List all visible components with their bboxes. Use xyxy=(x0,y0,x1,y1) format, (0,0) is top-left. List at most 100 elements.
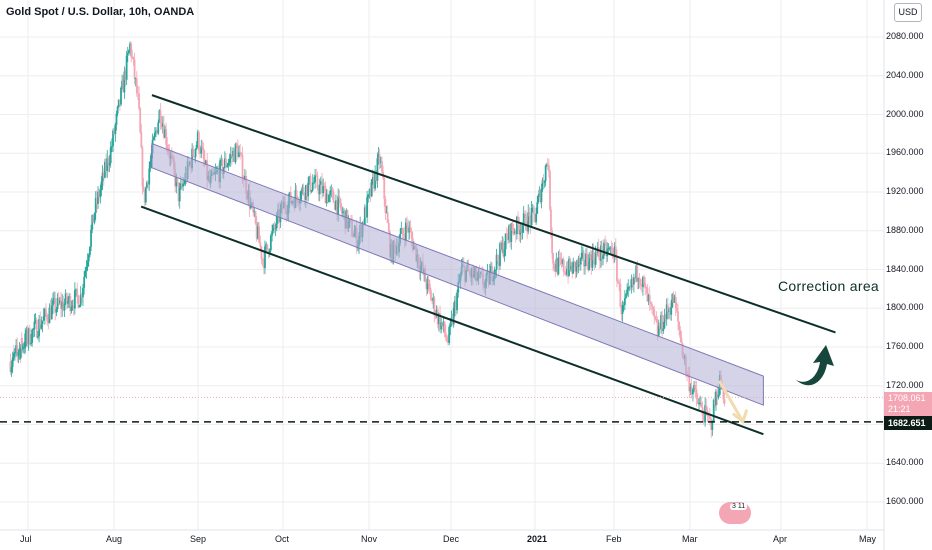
candle-body xyxy=(551,230,553,254)
candle-body xyxy=(32,329,35,330)
candle-body xyxy=(562,259,565,272)
chart-grid xyxy=(0,0,884,530)
candle-body xyxy=(585,253,587,266)
candle-body xyxy=(316,175,319,189)
candle-body xyxy=(227,162,230,166)
candle-body xyxy=(232,150,235,157)
candle-body xyxy=(602,255,604,259)
candle-body xyxy=(542,179,545,183)
candle-body xyxy=(435,309,438,316)
candle-body xyxy=(257,226,259,239)
candle-body xyxy=(300,190,303,200)
candle-body xyxy=(12,351,15,353)
x-tick-label: Aug xyxy=(106,534,123,544)
candle-body xyxy=(370,179,373,197)
candle-body xyxy=(379,161,382,163)
y-tick-label: 1600.000 xyxy=(886,496,924,506)
candle-body xyxy=(132,57,135,60)
level-price-tag: 1682.651 xyxy=(884,416,932,430)
candle-body xyxy=(592,250,595,261)
candle-body xyxy=(576,261,579,267)
candle-body xyxy=(595,252,598,254)
candle-body xyxy=(148,168,151,185)
currency-button[interactable]: USD xyxy=(894,3,922,22)
candle-body xyxy=(125,55,128,80)
candle-body xyxy=(179,183,182,189)
candle-body xyxy=(375,170,378,181)
candle-body xyxy=(535,213,538,223)
candle-body xyxy=(340,207,343,213)
candle-body xyxy=(387,223,390,232)
candle-body xyxy=(254,211,257,224)
candle-body xyxy=(439,313,441,330)
candle-body xyxy=(336,200,338,215)
candle-body xyxy=(619,283,622,307)
candle-body xyxy=(531,207,534,209)
candle-body xyxy=(617,281,619,283)
candle-body xyxy=(552,253,554,264)
x-tick-label: 2021 xyxy=(527,534,548,544)
candle-body xyxy=(176,177,179,183)
candle-body xyxy=(457,282,460,293)
candle-body xyxy=(666,304,669,313)
candle-body xyxy=(436,309,439,325)
candle-body xyxy=(547,165,550,172)
candle-body xyxy=(134,78,137,80)
candle-body xyxy=(255,223,258,239)
candle-body xyxy=(91,215,94,230)
candle-body xyxy=(319,181,322,185)
candle-body xyxy=(313,182,315,184)
candle-body xyxy=(655,319,658,323)
candle-body xyxy=(580,253,583,258)
correction-area-label[interactable]: Correction area xyxy=(778,278,879,294)
candle-body xyxy=(303,194,306,200)
candle-body xyxy=(85,266,88,271)
candle-body xyxy=(660,315,662,329)
candle-body xyxy=(235,143,238,147)
candle-body xyxy=(113,130,116,135)
candle-body xyxy=(690,386,693,395)
candle-body xyxy=(234,143,237,163)
candle-body xyxy=(371,177,374,180)
candle-body xyxy=(573,261,576,263)
candle-body xyxy=(661,315,664,332)
candle-body xyxy=(221,159,224,174)
candle-body xyxy=(409,227,412,232)
candle-body xyxy=(25,330,28,341)
candle-body xyxy=(31,329,34,343)
candle-body xyxy=(648,295,651,303)
candle-body xyxy=(34,319,37,322)
candle-body xyxy=(174,169,177,187)
candle-body xyxy=(105,161,108,171)
bar-countdown: 21:21 xyxy=(888,404,911,414)
candle-body xyxy=(121,80,124,88)
candle-body xyxy=(57,298,60,304)
candle-body xyxy=(665,304,668,320)
candle-body xyxy=(64,293,67,304)
candle-body xyxy=(689,386,692,392)
candle-body xyxy=(195,144,198,149)
candle-body xyxy=(620,306,623,314)
y-tick-label: 1960.000 xyxy=(886,147,924,158)
candle-body xyxy=(129,43,131,51)
candle-body xyxy=(40,324,43,329)
candle-body xyxy=(622,304,625,306)
candle-body xyxy=(642,277,644,287)
candle-body xyxy=(627,286,630,290)
candle-body xyxy=(156,130,159,134)
candle-body xyxy=(362,222,365,225)
candle-body xyxy=(640,285,643,287)
candle-body xyxy=(402,233,405,236)
projection-arrow-head xyxy=(731,409,749,425)
candle-body xyxy=(269,235,272,251)
candle-body xyxy=(669,310,671,315)
candle-body xyxy=(670,307,673,315)
candle-body xyxy=(268,250,271,254)
candle-body xyxy=(630,279,633,288)
candle-body xyxy=(530,207,533,226)
candle-body xyxy=(28,328,31,345)
candle-body xyxy=(610,247,613,249)
candle-body xyxy=(671,293,674,308)
candle-body xyxy=(314,174,316,183)
